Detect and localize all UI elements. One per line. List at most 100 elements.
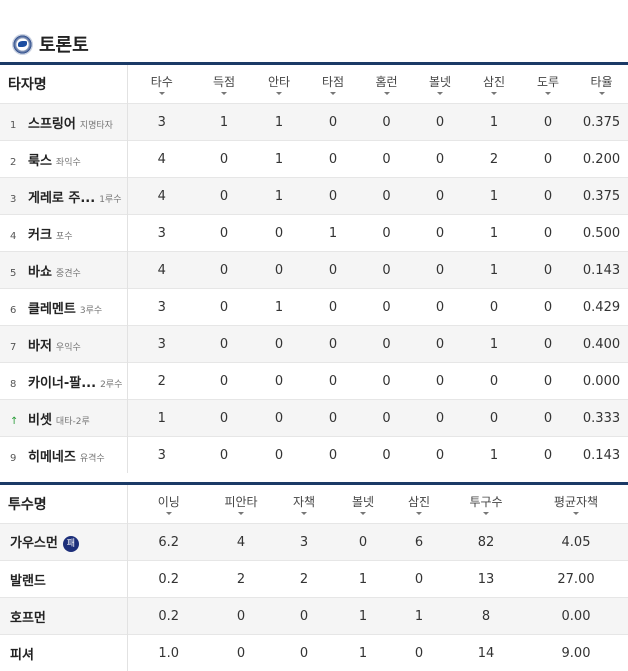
player-name[interactable]: 발랜드 (10, 573, 46, 589)
column-label: 볼넷 (351, 495, 375, 509)
stat-cell: 0 (521, 251, 575, 289)
sort-column-header[interactable]: 타점 (306, 64, 360, 104)
player-name[interactable]: 히메네즈 (28, 449, 76, 465)
player-name[interactable]: 비셋 (28, 412, 52, 428)
sort-arrow-icon (437, 92, 443, 95)
player-name[interactable]: 룩스 (28, 153, 52, 169)
stat-cell: 0 (196, 362, 252, 400)
column-label: 홈런 (375, 75, 398, 89)
sort-column-header[interactable]: 득점 (196, 64, 252, 104)
stat-cell: 1 (467, 436, 521, 473)
sort-column-header[interactable]: 홈런 (360, 64, 413, 104)
column-label: 자책 (292, 495, 316, 509)
stat-cell: 0 (196, 140, 252, 178)
stat-cell: 0 (272, 634, 336, 671)
sort-arrow-icon (598, 92, 605, 95)
table-row: 8 카이너-팔... 2루수 2 0 0 0 0 0 0 0 0.000 (0, 362, 628, 400)
player-name[interactable]: 바저 (28, 338, 52, 354)
player-name[interactable]: 바쇼 (28, 264, 52, 280)
stat-cell: 0 (196, 399, 252, 437)
sort-column-header[interactable]: 삼진 (390, 484, 448, 524)
stat-cell: 0 (413, 288, 467, 326)
sort-column-header[interactable]: 도루 (521, 64, 575, 104)
player-position: 대타-2루 (55, 416, 90, 427)
stat-cell: 4 (127, 251, 196, 289)
stat-cell: 1 (467, 177, 521, 215)
table-row: 4 커크 포수 3 0 0 1 0 0 1 0 0.500 (0, 214, 628, 252)
stat-cell: 0 (467, 362, 521, 400)
sort-arrow-icon (573, 512, 579, 515)
table-row: 3 게레로 주... 1루수 4 0 1 0 0 0 1 0 0.375 (0, 177, 628, 215)
batting-order: 8 (10, 378, 17, 390)
player-cell: 5 바쇼 중견수 (0, 251, 128, 289)
sort-column-header[interactable]: 평균자책 (524, 484, 628, 524)
player-name[interactable]: 호프먼 (10, 610, 46, 626)
stat-cell: 0 (360, 251, 413, 289)
column-label: 삼진 (407, 495, 431, 509)
sort-column-header[interactable]: 볼넷 (413, 64, 467, 104)
stat-cell: 1 (252, 288, 306, 326)
sort-column-header[interactable]: 이닝 (127, 484, 210, 524)
stat-cell: 0 (413, 214, 467, 252)
player-name[interactable]: 커크 (28, 227, 52, 243)
column-label: 볼넷 (428, 75, 452, 89)
stat-cell: 0 (210, 597, 272, 635)
stat-cell: 0 (390, 634, 448, 671)
sort-column-header[interactable]: 타수 (127, 64, 196, 104)
sort-column-header[interactable]: 피안타 (210, 484, 272, 524)
stat-cell: 0 (467, 288, 521, 326)
stat-cell: 1 (467, 251, 521, 289)
stat-cell: 0.2 (127, 560, 210, 598)
stat-cell: 3 (127, 103, 196, 141)
stat-cell: 27.00 (524, 560, 628, 598)
sort-column-header[interactable]: 안타 (252, 64, 306, 104)
stat-cell: 0 (521, 325, 575, 363)
player-name[interactable]: 카이너-팔... (28, 375, 97, 391)
stat-cell: 4 (210, 523, 272, 561)
column-label: 삼진 (482, 75, 506, 89)
batting-order: 9 (10, 452, 17, 464)
sort-column-header[interactable]: 볼넷 (336, 484, 390, 524)
sort-arrow-icon (301, 512, 307, 515)
stat-cell: 6.2 (127, 523, 210, 561)
player-name[interactable]: 가우스먼 (10, 536, 58, 552)
name-column-header: 투수명 (0, 483, 128, 524)
sort-column-header[interactable]: 투구수 (448, 484, 524, 524)
stat-cell: 0 (413, 251, 467, 289)
sort-column-header[interactable]: 삼진 (467, 64, 521, 104)
stat-cell: 1 (467, 103, 521, 141)
stat-cell: 0.500 (575, 214, 628, 252)
stat-cell: 0 (272, 597, 336, 635)
substitute-arrow-icon: ↑ (10, 415, 19, 427)
stat-cell: 4 (127, 140, 196, 178)
table-row: 1 스프링어 지명타자 3 1 1 0 0 0 1 0 0.375 (0, 103, 628, 141)
player-name[interactable]: 클레멘트 (28, 301, 76, 317)
team-logo (12, 33, 33, 55)
stat-cell: 2 (210, 560, 272, 598)
stat-cell: 0 (196, 214, 252, 252)
loss-badge: 패 (62, 535, 79, 552)
stat-cell: 0 (521, 436, 575, 473)
stat-cell: 0 (521, 103, 575, 141)
stat-cell: 0 (252, 399, 306, 437)
stat-cell: 1 (390, 597, 448, 635)
stat-cell: 0.143 (575, 436, 628, 473)
stat-cell: 0 (360, 399, 413, 437)
sort-arrow-icon (360, 512, 366, 515)
table-row: 5 바쇼 중견수 4 0 0 0 0 0 1 0 0.143 (0, 251, 628, 289)
sort-column-header[interactable]: 타율 (575, 64, 628, 104)
stat-cell: 0 (413, 436, 467, 473)
stat-cell: 0.375 (575, 103, 628, 141)
stat-cell: 0 (413, 399, 467, 437)
stat-cell: 8 (448, 597, 524, 635)
stat-cell: 6 (390, 523, 448, 561)
stat-cell: 3 (127, 325, 196, 363)
player-cell: 가우스먼 패 (0, 523, 128, 561)
sort-column-header[interactable]: 자책 (272, 484, 336, 524)
player-name[interactable]: 게레로 주... (28, 190, 96, 206)
column-label: 도루 (536, 75, 560, 89)
stat-cell: 0 (521, 288, 575, 326)
player-name[interactable]: 피셔 (10, 647, 34, 663)
stat-cell: 1.0 (127, 634, 210, 671)
player-name[interactable]: 스프링어 (28, 116, 76, 132)
